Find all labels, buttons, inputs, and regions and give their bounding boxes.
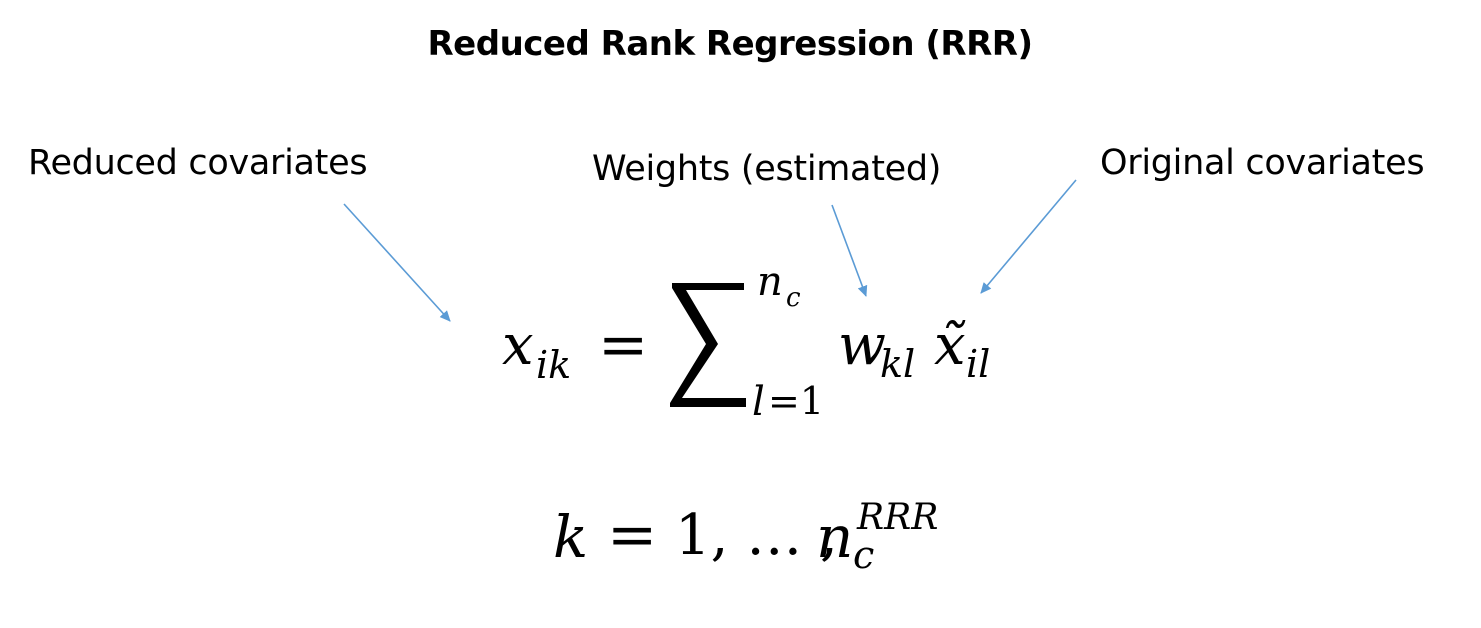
arrow-weights-to-w — [831, 204, 868, 297]
summation-sign — [670, 283, 746, 407]
range-n: n — [816, 503, 854, 571]
index-k: k — [553, 503, 589, 571]
sum-upper-n: n — [757, 259, 783, 305]
range-values: 1, … , — [675, 503, 838, 568]
equals-sign: = — [598, 310, 649, 380]
arrow-original-to-xtilde — [980, 179, 1077, 294]
lhs-x: x — [502, 313, 534, 378]
sum-lower-l: l — [752, 379, 765, 425]
weight-w: w — [838, 313, 886, 378]
lhs-subscript: ik — [536, 343, 572, 387]
weights-label: Weights (estimated) — [592, 149, 942, 189]
arrow-reduced-to-x — [343, 203, 451, 322]
original-x-subscript: il — [966, 342, 991, 386]
range-n-superscript: RRR — [857, 497, 939, 538]
reduced-covariates-label: Reduced covariates — [28, 143, 368, 183]
weight-subscript: kl — [880, 342, 916, 386]
sum-upper-sub: c — [786, 283, 801, 313]
diagram-title: Reduced Rank Regression (RRR) — [427, 24, 1033, 64]
range-n-subscript: c — [853, 533, 875, 577]
original-covariates-label: Original covariates — [1100, 143, 1425, 183]
original-x-tilde: x̃ — [934, 313, 966, 378]
sum-lower-rest: =1 — [768, 379, 825, 423]
range-equals: = — [607, 500, 658, 570]
